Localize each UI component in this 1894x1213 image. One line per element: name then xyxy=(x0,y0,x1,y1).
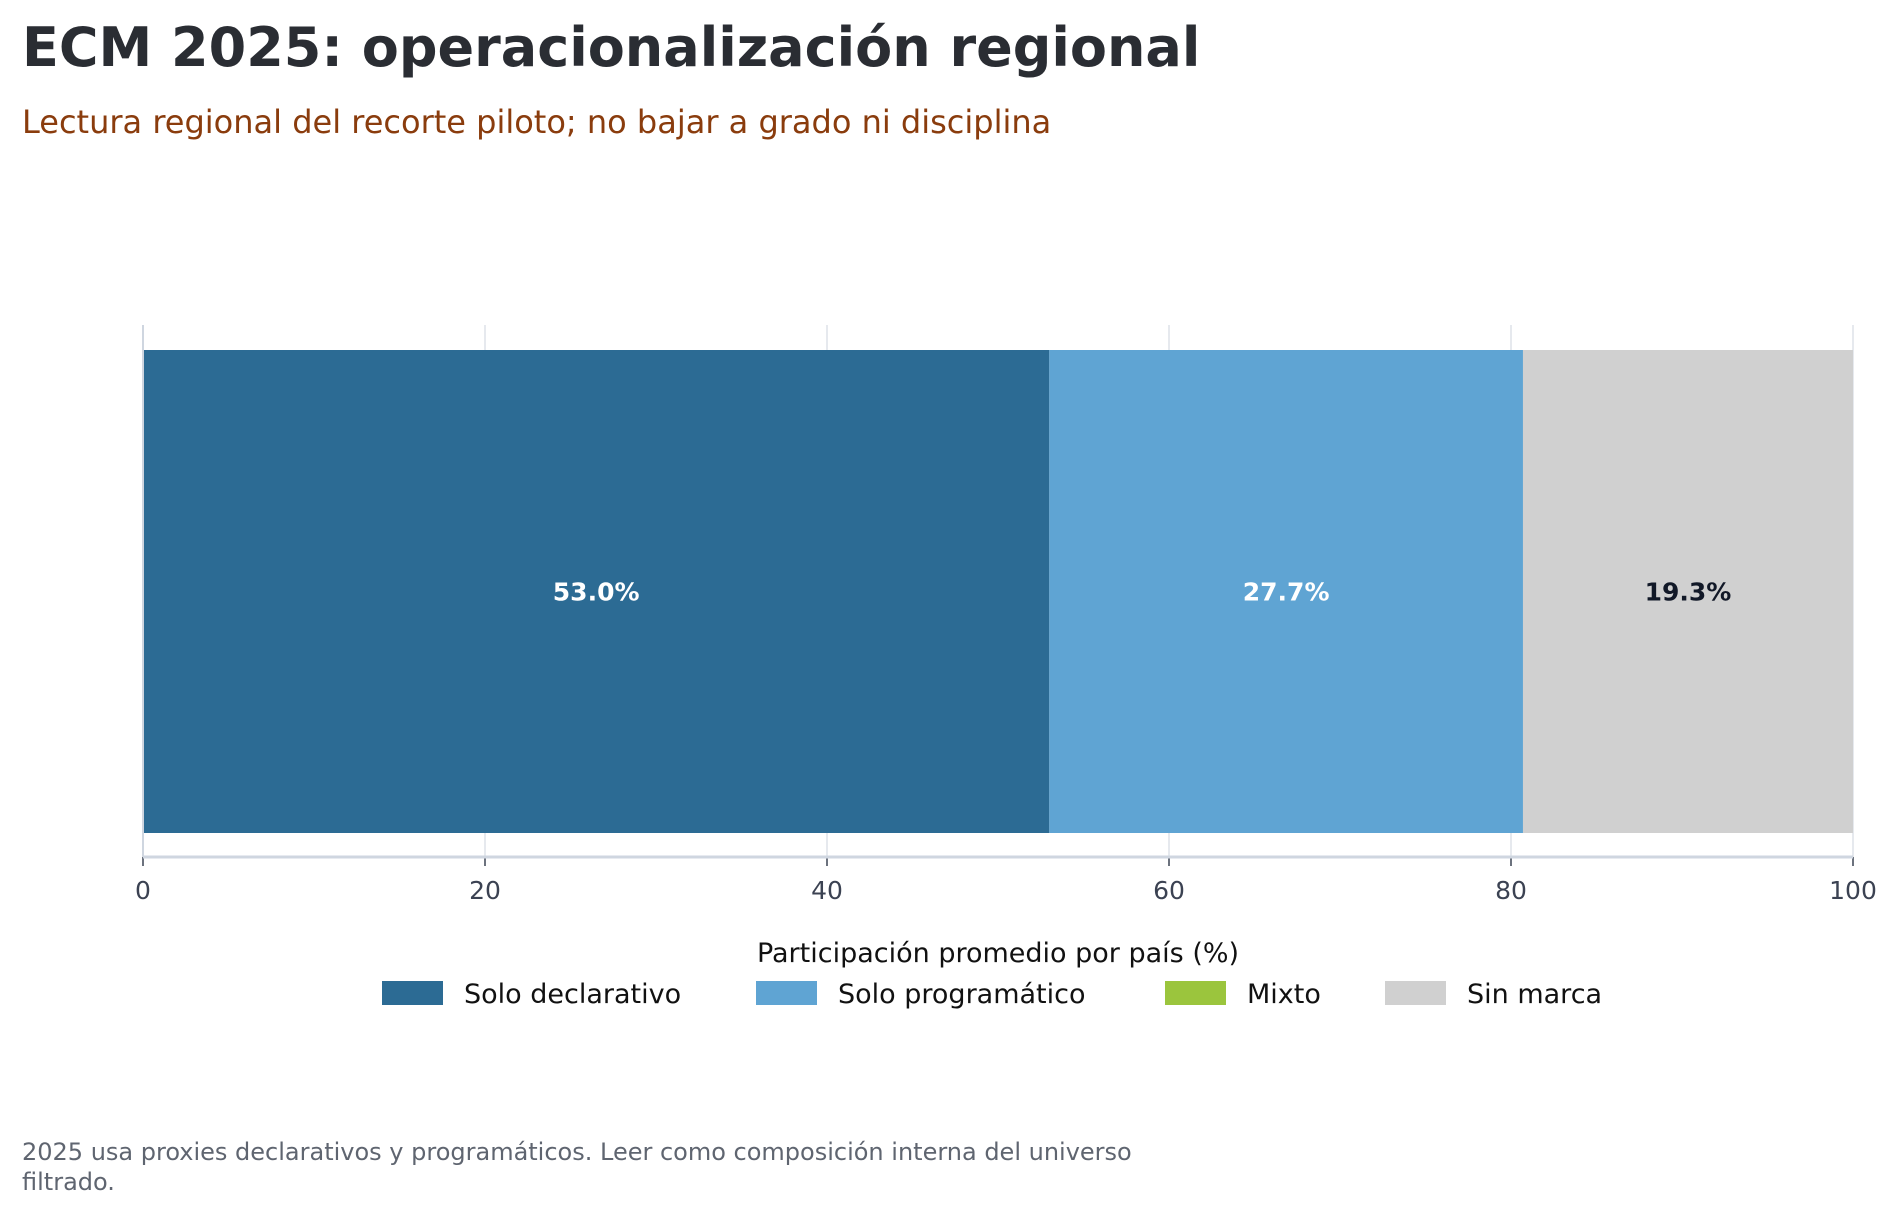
legend-swatch xyxy=(1165,981,1226,1005)
legend-label: Sin marca xyxy=(1467,979,1602,1010)
legend-swatch xyxy=(756,981,817,1005)
x-tick-label: 20 xyxy=(469,876,501,905)
legend-swatch xyxy=(382,981,443,1005)
chart-subtitle: Lectura regional del recorte piloto; no … xyxy=(22,103,1051,141)
legend-swatch xyxy=(1385,981,1446,1005)
x-axis: 0 20 40 60 80 100 xyxy=(135,325,1877,905)
legend-label: Solo declarativo xyxy=(464,979,681,1010)
x-tick-label: 80 xyxy=(1495,876,1527,905)
bar-segment xyxy=(143,350,1050,833)
legend-label: Solo programático xyxy=(838,979,1086,1010)
x-tick-label: 0 xyxy=(135,876,151,905)
bars: 53.0% 27.7% 19.3% xyxy=(143,350,1853,833)
data-label: 27.7% xyxy=(1243,578,1330,607)
data-label: 19.3% xyxy=(1645,578,1732,607)
data-label: 53.0% xyxy=(553,578,640,607)
x-tick-label: 60 xyxy=(1153,876,1185,905)
legend: Solo declarativo Solo programático Mixto Si… xyxy=(382,979,1602,1010)
bar-segment xyxy=(1049,350,1523,833)
footer-note-line1: 2025 usa proxies declarativos y programá… xyxy=(22,1138,1132,1166)
x-axis-label: Participación promedio por país (%) xyxy=(757,938,1239,969)
footer-note-line2: filtrado. xyxy=(22,1168,115,1196)
legend-label: Mixto xyxy=(1247,979,1321,1010)
chart-title: ECM 2025: operacionalización regional xyxy=(22,16,1200,79)
bar-segment xyxy=(1522,350,1853,833)
x-tick-label: 40 xyxy=(811,876,843,905)
x-tick-label: 100 xyxy=(1829,876,1877,905)
